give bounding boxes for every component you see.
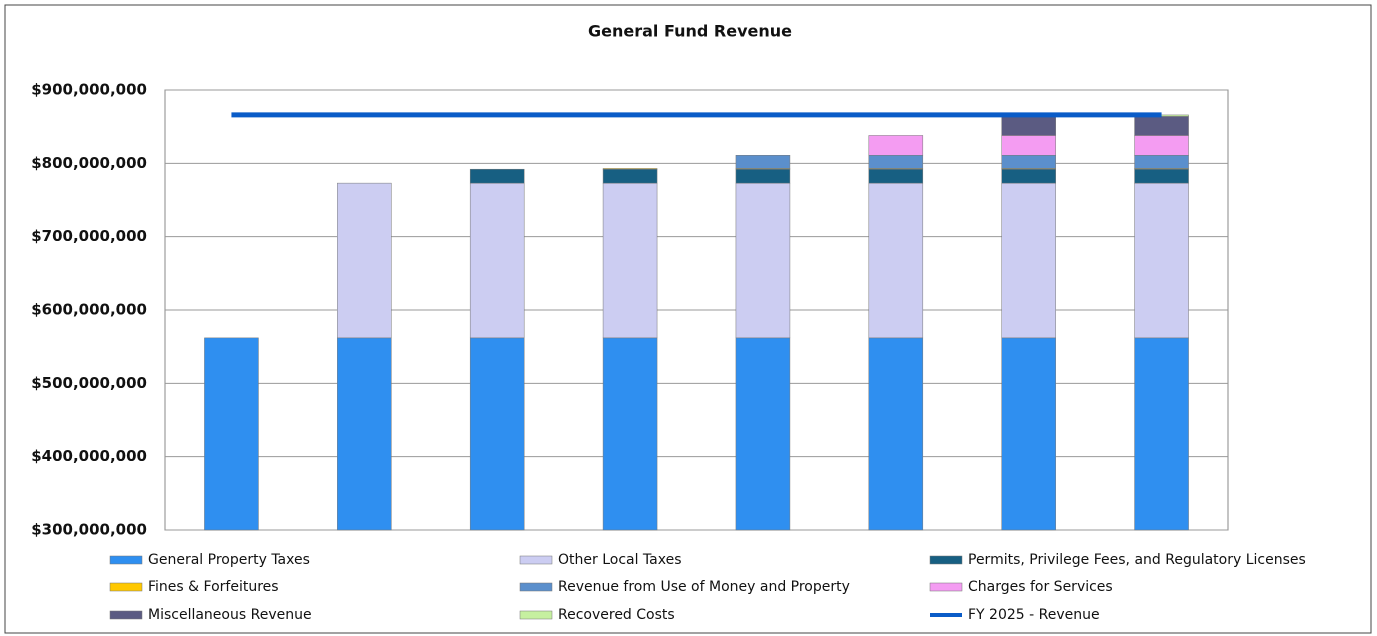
legend-label: Revenue from Use of Money and Property <box>558 579 850 595</box>
bar-segment <box>1134 155 1189 169</box>
legend-swatch <box>519 555 553 565</box>
bar-segment <box>469 337 525 531</box>
bar-segment <box>469 168 525 184</box>
y-tick-label: $700,000,000 <box>31 227 147 245</box>
legend-label: FY 2025 - Revenue <box>968 607 1100 623</box>
legend-swatch <box>519 610 553 620</box>
bar-segment <box>868 135 924 156</box>
y-tick-label: $400,000,000 <box>31 447 147 465</box>
chart-title: General Fund Revenue <box>588 22 792 41</box>
legend-swatch <box>929 582 963 592</box>
bar-segment <box>1001 337 1056 531</box>
bar-segment <box>602 168 658 184</box>
bar-segment <box>1001 155 1056 169</box>
bar-segment <box>337 337 392 531</box>
legend-swatch <box>109 610 143 620</box>
bar-segment <box>735 168 791 184</box>
bar-segment <box>1134 135 1189 156</box>
legend-label: Miscellaneous Revenue <box>148 607 312 623</box>
bar-segment <box>1134 337 1189 531</box>
legend-label: General Property Taxes <box>148 552 310 568</box>
legend-swatch <box>109 582 143 592</box>
bar-segment <box>1001 116 1056 136</box>
legend-label: Other Local Taxes <box>558 552 682 568</box>
y-tick-label: $900,000,000 <box>31 81 147 99</box>
bar-segment <box>868 337 924 531</box>
y-tick-label: $300,000,000 <box>31 521 147 539</box>
bar-segment <box>735 337 791 531</box>
bar-segment <box>602 182 658 339</box>
bar-segment <box>204 337 259 531</box>
bar-segment <box>1001 182 1056 339</box>
bar-segment <box>602 337 658 531</box>
bar-segment <box>1134 116 1189 136</box>
bar-segment <box>1001 168 1056 184</box>
bar-segment <box>469 182 525 339</box>
bar-segment <box>868 155 924 169</box>
bar-segment <box>868 182 924 339</box>
legend-label: Charges for Services <box>968 579 1113 595</box>
bar-segment <box>1134 168 1189 184</box>
y-tick-label: $600,000,000 <box>31 301 147 319</box>
y-tick-label: $800,000,000 <box>31 154 147 172</box>
legend-swatch <box>109 555 143 565</box>
bar-segment <box>1001 135 1056 156</box>
legend-swatch <box>519 582 553 592</box>
bar-segment <box>735 155 791 169</box>
bar-segment <box>337 182 392 339</box>
y-tick-label: $500,000,000 <box>31 374 147 392</box>
bar-segment <box>868 168 924 184</box>
legend-label: Permits, Privilege Fees, and Regulatory … <box>968 552 1306 568</box>
legend-swatch <box>929 555 963 565</box>
bar-segment <box>1134 182 1189 339</box>
bar-segment <box>735 182 791 339</box>
legend-label: Fines & Forfeitures <box>148 579 279 595</box>
legend-label: Recovered Costs <box>558 607 675 623</box>
bar-segment <box>602 168 658 170</box>
